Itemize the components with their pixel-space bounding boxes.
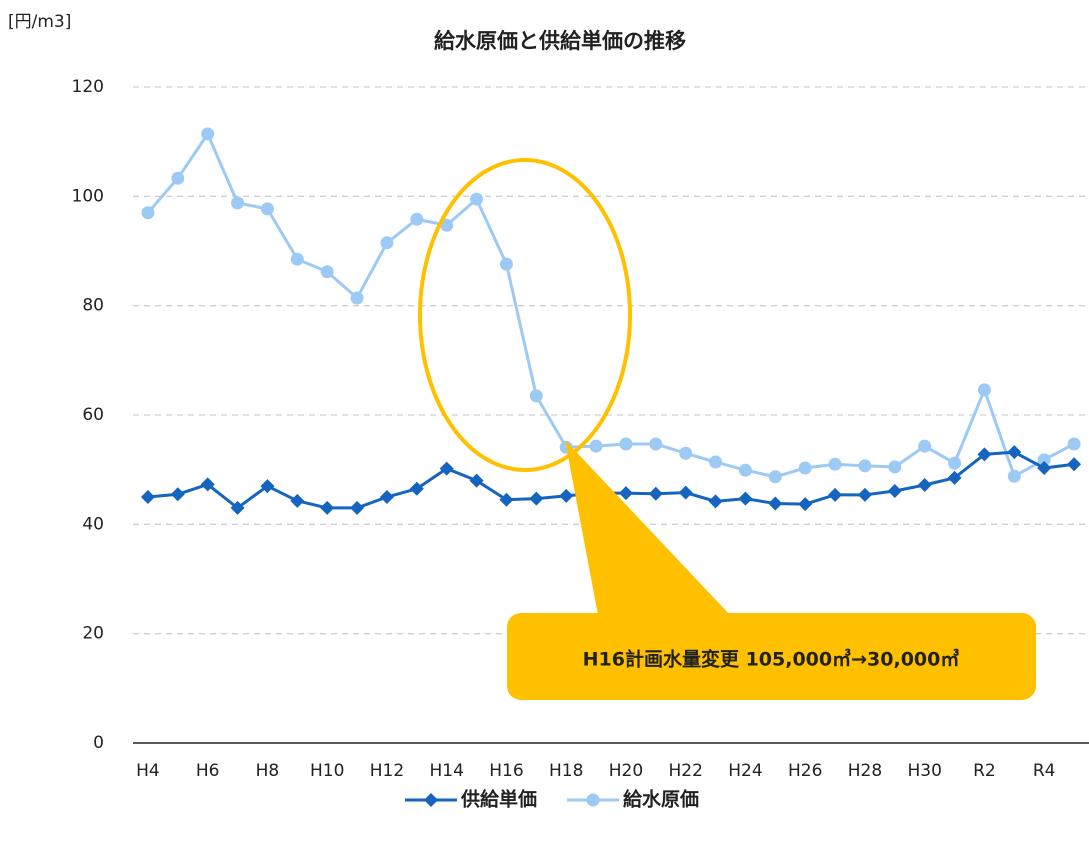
point xyxy=(1007,469,1021,483)
legend-label: 供給単価 xyxy=(460,788,537,811)
x-tick-label: H20 xyxy=(609,761,643,781)
point xyxy=(320,265,334,279)
point xyxy=(679,446,693,460)
point xyxy=(918,439,932,453)
x-tick-label: H30 xyxy=(907,761,941,781)
annotation: H16計画水量変更 105,000㎥→30,000㎥ xyxy=(583,648,960,671)
point xyxy=(828,487,843,502)
point xyxy=(470,192,484,206)
point xyxy=(977,447,992,462)
x-tick-label: H8 xyxy=(256,761,280,781)
point xyxy=(948,456,962,470)
callout-box xyxy=(507,613,1036,700)
point xyxy=(798,497,813,512)
x-tick-label: H10 xyxy=(310,761,344,781)
point xyxy=(499,492,514,507)
x-tick-label: R4 xyxy=(1033,761,1056,781)
x-tick-label: H18 xyxy=(549,761,583,781)
point xyxy=(589,439,603,453)
point xyxy=(768,470,782,484)
point xyxy=(768,496,783,511)
y-tick-label: 120 xyxy=(72,77,104,97)
point xyxy=(499,257,513,271)
point xyxy=(260,479,275,494)
point xyxy=(350,291,364,305)
y-tick-label: 0 xyxy=(93,733,104,753)
point xyxy=(977,383,991,397)
y-tick-label: 80 xyxy=(82,296,104,316)
point xyxy=(170,487,185,502)
point xyxy=(529,491,544,506)
point xyxy=(649,437,663,451)
legend-marker xyxy=(586,793,600,807)
chart-title: 給水原価と供給単価の推移 xyxy=(434,29,686,53)
point xyxy=(947,470,962,485)
point xyxy=(708,494,723,509)
point xyxy=(648,486,663,501)
point xyxy=(171,171,185,185)
point xyxy=(379,490,394,504)
point xyxy=(709,455,723,469)
y-tick-label: 20 xyxy=(82,624,104,644)
point xyxy=(1067,457,1082,472)
point xyxy=(290,493,305,508)
y-tick-label: 40 xyxy=(82,514,104,534)
legend: 供給単価 給水原価 xyxy=(405,788,699,811)
point xyxy=(140,490,155,504)
y-axis-label: [円/m3] xyxy=(8,12,71,32)
point xyxy=(440,218,454,232)
x-tick-label: H12 xyxy=(370,761,404,781)
point xyxy=(201,127,215,141)
point xyxy=(559,488,574,503)
legend-label: 給水原価 xyxy=(623,788,699,811)
callout-pointer xyxy=(565,440,730,615)
point xyxy=(828,457,842,471)
x-tick-label: H14 xyxy=(429,761,463,781)
point xyxy=(618,486,633,501)
plot xyxy=(140,127,1082,515)
highlight-ellipse xyxy=(418,158,632,472)
point xyxy=(738,491,753,506)
point xyxy=(678,485,693,500)
x-tick-label: H26 xyxy=(788,761,822,781)
point xyxy=(439,461,454,476)
y-tick-label: 60 xyxy=(82,405,104,425)
point xyxy=(529,389,543,403)
legend-marker xyxy=(424,793,438,807)
point xyxy=(410,212,424,226)
point xyxy=(320,500,335,515)
point xyxy=(200,477,215,492)
point xyxy=(798,461,812,475)
y-tick-label: 100 xyxy=(72,186,104,206)
point xyxy=(1037,461,1052,476)
x-tick-label: H6 xyxy=(196,761,220,781)
point xyxy=(888,460,902,474)
x-tick-label: H24 xyxy=(728,761,762,781)
point xyxy=(858,459,872,473)
point xyxy=(380,236,394,250)
point xyxy=(409,481,424,496)
x-tick-label: H4 xyxy=(136,761,160,781)
point xyxy=(857,487,872,502)
point xyxy=(1007,445,1022,460)
point xyxy=(738,463,752,477)
point xyxy=(231,196,245,210)
point xyxy=(1067,437,1081,451)
point xyxy=(260,202,274,216)
point xyxy=(350,500,365,515)
point xyxy=(619,437,633,451)
point xyxy=(1037,453,1051,467)
point xyxy=(887,483,902,498)
point xyxy=(141,206,155,220)
x-tick-label: H16 xyxy=(489,761,523,781)
x-tick-label: R2 xyxy=(973,761,996,781)
point xyxy=(469,473,484,488)
point xyxy=(230,500,245,515)
x-tick-label: H28 xyxy=(848,761,882,781)
x-tick-label: H22 xyxy=(668,761,702,781)
point xyxy=(917,477,932,492)
point xyxy=(290,252,304,266)
